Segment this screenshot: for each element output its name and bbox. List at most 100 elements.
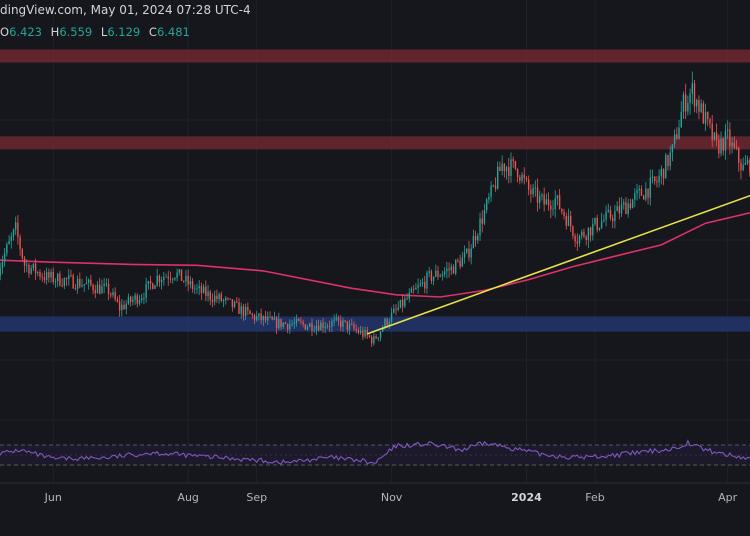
candle-body [523,174,525,178]
candle-body [569,215,572,227]
candle-body [724,131,727,151]
candle-body [127,296,130,304]
low-key: L [100,25,108,39]
candle-body [585,236,587,241]
candle-body [576,241,579,244]
candle-body [620,204,623,214]
candle-body [63,278,66,286]
candle-body [8,240,10,245]
candle-body [264,316,267,321]
candle-body [530,189,532,195]
high-value: 6.559 [59,25,93,39]
candle-body [390,312,393,322]
candle-body [256,316,258,321]
candle-body [605,211,607,220]
candle-body [731,142,733,147]
candle-body [85,282,88,285]
candle-body [262,316,265,321]
candle-body [550,205,552,210]
candle-body [222,300,225,302]
candle-body [134,295,136,300]
candle-body [707,111,709,120]
candle-body [651,176,654,178]
time-tick-label: Nov [380,491,403,504]
candle-body [156,275,158,286]
candle-body [152,283,154,289]
candle-body [388,321,391,326]
candle-body [574,235,576,242]
zone-support [0,316,750,332]
candle-body [1,261,4,269]
candle-body [680,111,682,128]
candle-body [295,318,298,323]
candle-body [19,237,21,250]
candle-body [30,268,32,274]
candle-body [315,325,318,331]
candle-body [258,313,260,317]
candle-body [738,148,740,163]
candle-body [733,142,736,148]
candle-body [696,99,698,107]
candle-body [645,188,647,200]
candle-body [742,164,744,171]
candle-body [196,288,198,289]
candle-body [110,293,112,296]
candle-body [14,222,17,230]
candle-body [3,253,6,262]
candle-body [282,322,284,328]
candle-body [625,202,627,215]
candle-body [406,298,408,300]
candle-body [23,258,26,266]
candle-body [344,320,346,322]
candle-body [229,298,231,300]
candle-body [395,308,397,310]
candle-body [101,286,103,294]
candle-body [466,248,468,253]
candle-body [185,275,187,282]
candle-body [596,217,598,230]
candle-body [233,301,236,307]
candle-body [160,280,163,283]
time-tick-label: Sep [246,491,268,504]
candle-body [660,168,663,176]
candle-body [251,314,253,316]
candle-body [485,199,488,211]
candle-body [682,94,685,112]
candle-body [578,235,581,244]
candle-body [220,294,223,302]
candle-body [328,326,331,327]
candle-body [521,174,523,181]
candle-body [267,316,269,321]
candle-body [412,288,415,290]
candle-body [26,264,28,266]
candle-body [260,313,262,321]
candle-body [616,206,618,212]
candle-body [218,294,220,300]
zone-mid-resistance [0,136,750,150]
candle-body [304,324,307,330]
candle-body [180,269,183,281]
candle-body [662,168,665,179]
candle-body [437,270,439,277]
candle-body [689,93,691,103]
candle-body [658,175,660,183]
candle-body [636,190,638,194]
candle-body [744,163,747,165]
time-tick-label: Feb [585,491,605,504]
candle-body [83,284,85,286]
candle-body [366,330,368,336]
candle-body [370,336,373,344]
candle-body [474,236,477,241]
candle-body [592,223,594,236]
candle-body [171,279,174,280]
candle-body [141,298,143,301]
candle-body [488,196,490,200]
candle-body [96,284,99,294]
candle-body [561,208,563,212]
candle-body [704,111,707,124]
candle-body [309,323,311,327]
candle-body [154,285,156,289]
candle-body [477,235,479,241]
